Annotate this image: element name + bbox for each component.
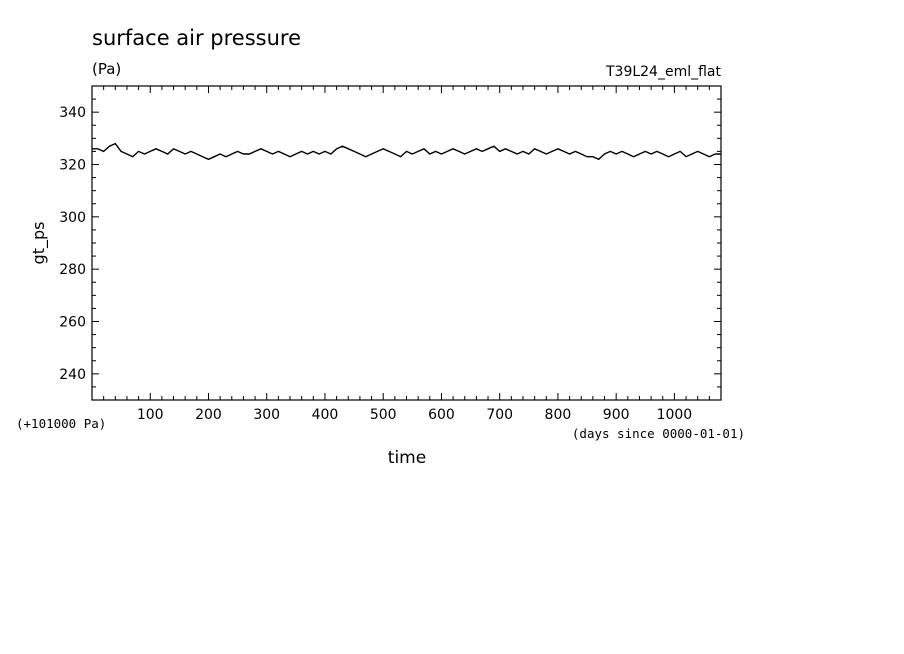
x-tick-label: 300 — [253, 407, 280, 423]
x-tick-label: 1000 — [657, 407, 693, 423]
x-tick-label: 700 — [486, 407, 513, 423]
x-tick-label: 100 — [137, 407, 164, 423]
series-line — [92, 142, 721, 161]
x-axis-label: time — [388, 448, 426, 468]
y-tick-label: 320 — [59, 158, 86, 174]
x-tick-label: 500 — [370, 407, 397, 423]
y-tick-label: 240 — [59, 367, 86, 383]
x-tick-label: 200 — [195, 407, 222, 423]
y-axis: 240 260 280 300 320 340 — [59, 85, 721, 401]
y-axis-label: gt_ps — [29, 222, 49, 265]
chart-title: surface air pressure — [92, 26, 301, 50]
experiment-label: T39L24_eml_flat — [605, 64, 722, 80]
x-tick-label: 800 — [545, 407, 572, 423]
y-tick-label: 340 — [59, 105, 86, 121]
x-tick-label: 900 — [603, 407, 630, 423]
y-tick-label: 300 — [59, 210, 86, 226]
plot-frame — [91, 85, 722, 401]
y-tick-label: 260 — [59, 315, 86, 331]
x-tick-label: 600 — [428, 407, 455, 423]
y-offset-note: (+101000 Pa) — [16, 416, 106, 431]
x-axis: 100 200 300 400 500 600 700 800 900 1000 — [103, 86, 710, 423]
x-tick-label: 400 — [312, 407, 339, 423]
y-tick-label: 280 — [59, 262, 86, 278]
chart-units: (Pa) — [92, 60, 121, 78]
x-units-note: (days since 0000-01-01) — [572, 426, 745, 441]
